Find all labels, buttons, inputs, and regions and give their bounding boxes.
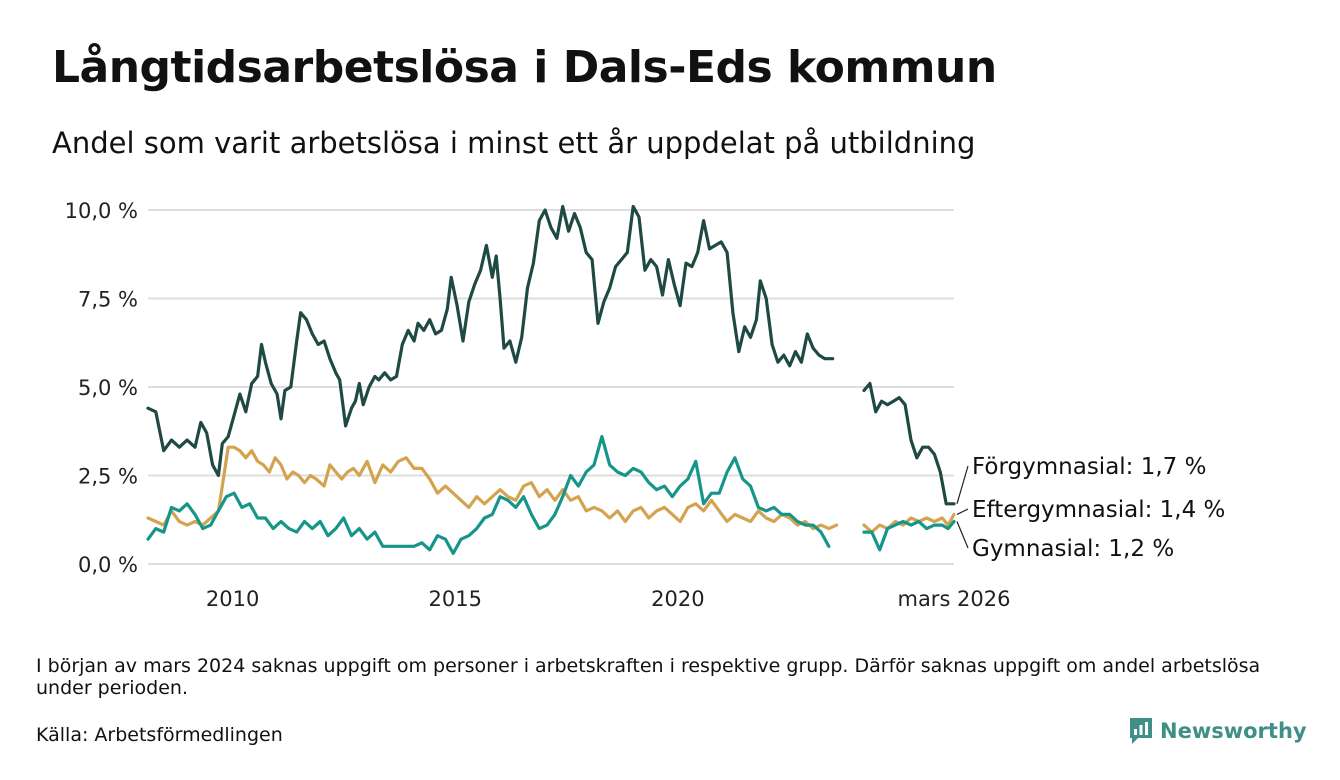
line-chart: 0,0 % 2,5 % 5,0 % 7,5 % 10,0 % 2010 2015 2020 m… (65, 199, 1226, 611)
x-tick-label: 2010 (206, 587, 259, 611)
brand-name: Newsworthy (1160, 719, 1307, 743)
y-tick-label: 7,5 % (78, 288, 138, 312)
y-tick-label: 2,5 % (78, 465, 138, 489)
newsworthy-logo[interactable]: Newsworthy (1128, 716, 1307, 746)
x-tick-label: mars 2026 (897, 587, 1010, 611)
series-line-gymnasial (146, 435, 956, 555)
end-label-förgymnasial: Förgymnasial: 1,7 % (972, 454, 1206, 480)
newsworthy-logo-icon (1130, 718, 1152, 744)
source-credit: Källa: Arbetsförmedlingen (36, 724, 283, 746)
end-label-leader (956, 465, 969, 504)
footnote: I början av mars 2024 saknas uppgift om … (36, 655, 1261, 699)
series-lines (146, 204, 956, 555)
gridlines (148, 209, 954, 565)
chart-title: Långtidsarbetslösa i Dals-Eds kommun (52, 42, 997, 93)
chart-subtitle: Andel som varit arbetslösa i minst ett å… (52, 126, 976, 160)
end-label-leader (956, 521, 969, 549)
y-tick-label: 0,0 % (78, 553, 138, 577)
x-tick-label: 2015 (429, 587, 482, 611)
end-label-eftergymnasial: Eftergymnasial: 1,4 % (972, 497, 1225, 523)
end-label-leader (956, 508, 969, 515)
y-tick-label: 10,0 % (65, 199, 138, 223)
y-tick-label: 5,0 % (78, 376, 138, 400)
x-tick-label: 2020 (651, 587, 704, 611)
end-labels: Förgymnasial: 1,7 % Eftergymnasial: 1,4 %… (956, 454, 1225, 562)
y-axis: 0,0 % 2,5 % 5,0 % 7,5 % 10,0 % (65, 199, 138, 577)
series-line-förgymnasial (146, 204, 956, 506)
series-line-eftergymnasial (146, 445, 956, 534)
end-label-gymnasial: Gymnasial: 1,2 % (972, 536, 1174, 562)
x-axis: 2010 2015 2020 mars 2026 (206, 587, 1011, 611)
